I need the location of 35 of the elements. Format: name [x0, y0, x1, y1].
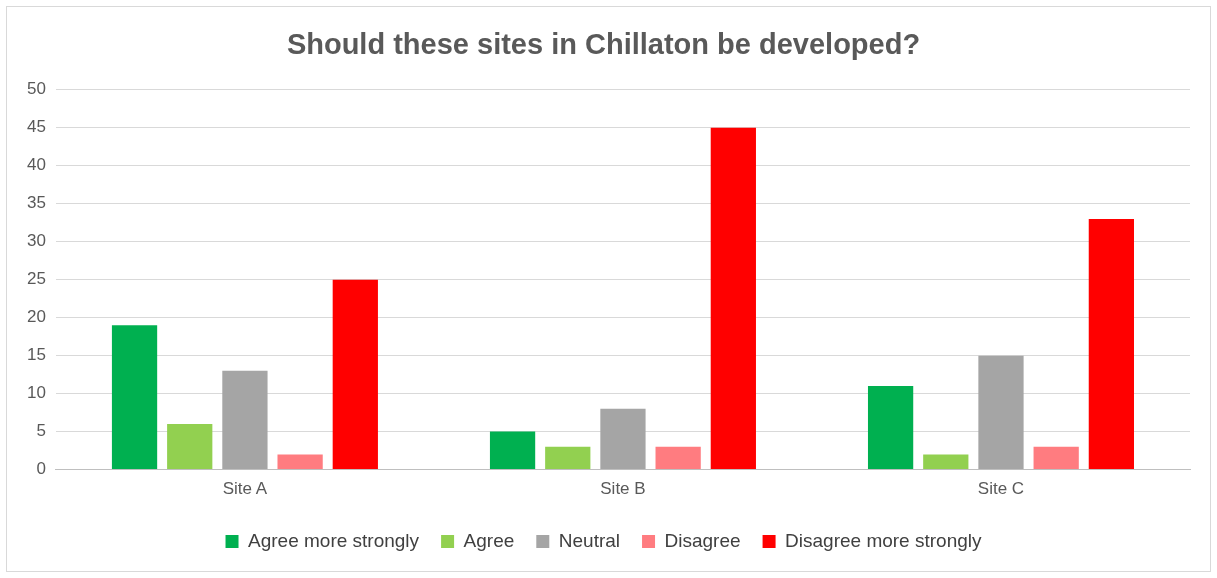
y-tick-label: 25	[26, 269, 46, 289]
y-tick-label: 45	[26, 117, 46, 137]
bar	[222, 370, 268, 470]
legend-label: Neutral	[558, 529, 621, 551]
y-tick-label: 40	[26, 155, 46, 175]
y-tick-label: 50	[26, 79, 46, 99]
bar	[167, 424, 213, 470]
x-tick-label: Site A	[222, 479, 268, 499]
bar	[923, 454, 969, 470]
y-tick-label: 20	[26, 307, 46, 327]
bar	[111, 325, 158, 470]
bar	[332, 279, 378, 470]
y-tick-label: 10	[26, 383, 46, 403]
bar	[655, 446, 701, 470]
bar	[1033, 446, 1079, 470]
y-tick-label: 15	[26, 345, 46, 365]
bar	[867, 386, 914, 470]
x-tick-label: Site B	[600, 479, 646, 499]
y-tick-label: 5	[36, 421, 46, 441]
y-tick-label: 0	[36, 459, 46, 479]
bar	[489, 431, 536, 470]
y-tick-label: 35	[26, 193, 46, 213]
bar	[600, 408, 646, 470]
bar	[710, 127, 756, 470]
legend-label: Agree	[463, 529, 515, 551]
bar	[277, 454, 323, 470]
chart-title: Should these sites in Chillaton be developed?	[286, 28, 921, 61]
legend-label: Agree more strongly	[248, 529, 420, 551]
bar	[545, 446, 591, 470]
y-tick-label: 30	[26, 231, 46, 251]
legend-label: Disagree more strongly	[785, 529, 982, 551]
bar	[978, 355, 1024, 470]
bar	[1088, 218, 1134, 470]
legend-label: Disagree	[664, 529, 741, 551]
x-tick-label: Site C	[977, 479, 1025, 499]
